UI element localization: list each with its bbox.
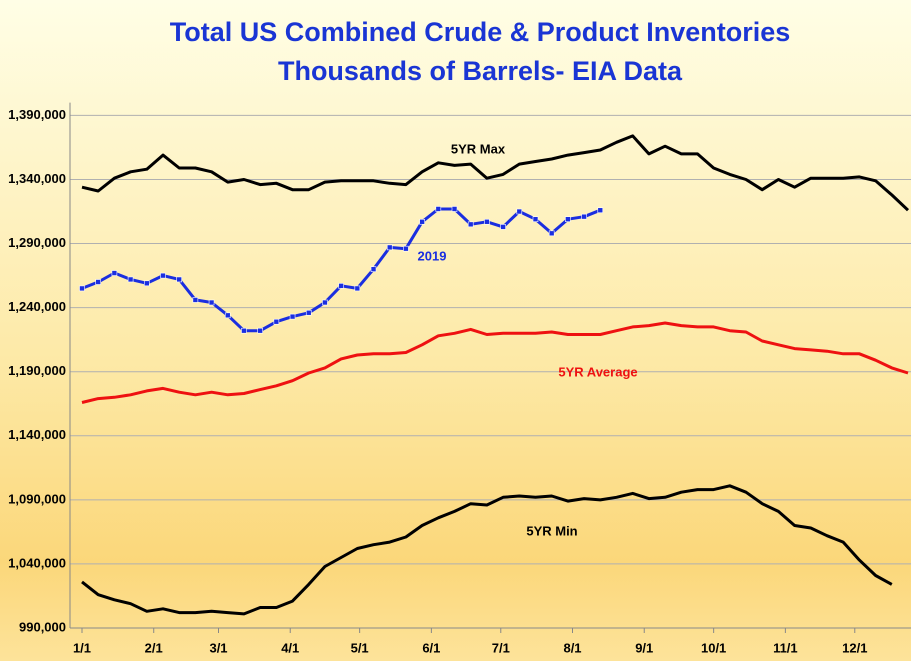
y-tick-label: 990,000 (19, 619, 66, 634)
x-tick-label: 7/1 (492, 640, 510, 655)
x-tick-label: 4/1 (281, 640, 299, 655)
point-marker (500, 224, 506, 230)
point-marker (581, 213, 587, 220)
point-marker (386, 244, 393, 251)
point-marker (435, 206, 442, 212)
y-tick-label: 1,240,000 (8, 299, 66, 314)
x-tick-label: 6/1 (422, 640, 440, 655)
point-marker (467, 221, 474, 228)
point-marker (419, 218, 425, 225)
y-tick-label: 1,040,000 (8, 555, 66, 570)
point-marker (273, 318, 280, 325)
x-tick-label: 3/1 (209, 640, 227, 655)
point-marker (370, 266, 377, 272)
series-label: 5YR Max (451, 141, 506, 156)
series-label: 2019 (418, 248, 447, 263)
point-marker (111, 270, 118, 276)
x-tick-label: 11/1 (773, 640, 798, 655)
point-marker (305, 309, 312, 316)
point-marker (257, 327, 263, 334)
point-marker (192, 297, 199, 303)
y-tick-label: 1,340,000 (8, 171, 66, 186)
series-line (81, 321, 909, 404)
point-marker (403, 245, 409, 252)
point-marker (532, 216, 539, 223)
point-marker (451, 206, 458, 212)
x-tick-label: 8/1 (563, 640, 581, 655)
point-marker (79, 285, 85, 292)
point-marker (176, 276, 182, 283)
y-tick-label: 1,190,000 (8, 363, 66, 378)
point-marker (516, 208, 523, 215)
x-tick-label: 1/1 (73, 640, 91, 655)
x-tick-label: 10/1 (701, 640, 726, 655)
y-tick-label: 1,290,000 (8, 235, 66, 250)
point-marker (95, 279, 101, 285)
x-tick-label: 12/1 (842, 640, 867, 655)
series-line (81, 134, 910, 212)
point-marker (354, 285, 361, 292)
point-marker (208, 299, 215, 306)
point-marker (338, 283, 344, 289)
point-marker (548, 230, 555, 237)
series-line (81, 484, 893, 616)
point-marker (127, 276, 134, 283)
series-label: 5YR Min (526, 523, 577, 538)
point-marker (224, 312, 231, 319)
point-marker (241, 327, 247, 334)
y-tick-label: 1,390,000 (8, 107, 66, 122)
point-marker (484, 218, 490, 225)
point-marker (565, 216, 571, 223)
chart-title: Total US Combined Crude & Product Invent… (170, 17, 791, 47)
point-marker (289, 313, 296, 320)
series-label: 5YR Average (558, 364, 637, 379)
point-marker (597, 207, 604, 214)
point-marker (143, 280, 150, 287)
y-tick-label: 1,090,000 (8, 491, 66, 506)
point-marker (322, 299, 328, 306)
x-tick-label: 5/1 (351, 640, 369, 655)
x-tick-label: 9/1 (635, 640, 653, 655)
chart-title: Thousands of Barrels- EIA Data (278, 56, 683, 86)
y-tick-label: 1,140,000 (8, 427, 66, 442)
x-tick-label: 2/1 (145, 640, 163, 655)
point-marker (160, 272, 166, 279)
